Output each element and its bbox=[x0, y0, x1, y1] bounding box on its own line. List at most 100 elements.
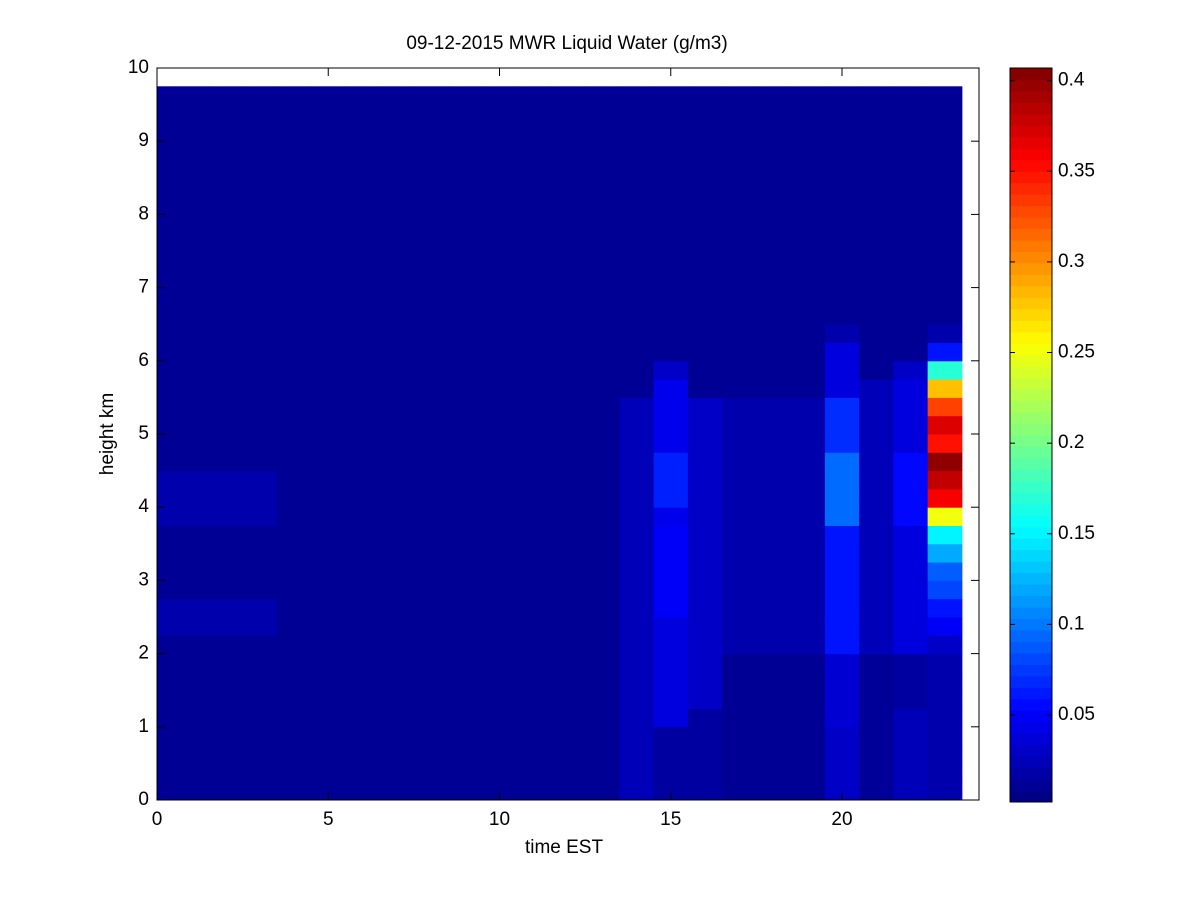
heatmap-cell bbox=[687, 452, 723, 472]
heatmap-cell bbox=[242, 726, 278, 746]
heatmap-cell bbox=[687, 635, 723, 655]
heatmap-cell bbox=[722, 653, 757, 673]
heatmap-cell bbox=[379, 653, 415, 673]
heatmap-cell bbox=[859, 763, 894, 783]
heatmap-cell bbox=[516, 653, 552, 673]
heatmap-cell bbox=[756, 635, 792, 655]
heatmap-cell bbox=[756, 379, 792, 398]
heatmap-cell bbox=[174, 342, 209, 362]
heatmap-cell bbox=[893, 653, 929, 673]
heatmap-cell bbox=[379, 781, 415, 801]
heatmap-cell bbox=[756, 580, 792, 600]
colorbar-swatch bbox=[1010, 629, 1052, 642]
heatmap-cell bbox=[174, 708, 209, 728]
heatmap-cell bbox=[585, 580, 620, 600]
heatmap-cell bbox=[482, 360, 518, 380]
heatmap-cell bbox=[585, 342, 620, 362]
heatmap-cell bbox=[174, 324, 209, 343]
heatmap-cell bbox=[345, 452, 381, 472]
heatmap-cell bbox=[482, 617, 518, 636]
heatmap-cell bbox=[276, 562, 312, 581]
heatmap-cell bbox=[550, 708, 586, 728]
heatmap-cell bbox=[687, 415, 723, 435]
heatmap-cell bbox=[893, 690, 929, 709]
heatmap-cell bbox=[653, 726, 689, 746]
colorbar-tick-label: 0.2 bbox=[1058, 432, 1084, 453]
heatmap-cell bbox=[448, 635, 483, 655]
y-tick-label: 1 bbox=[138, 716, 149, 737]
heatmap-cell bbox=[653, 470, 689, 490]
heatmap-cell bbox=[619, 726, 655, 746]
heatmap-cell bbox=[790, 488, 826, 508]
heatmap-cell bbox=[379, 397, 415, 417]
heatmap-cell bbox=[379, 415, 415, 435]
heatmap-cell bbox=[242, 488, 278, 508]
heatmap-cell bbox=[242, 434, 278, 453]
heatmap-cell bbox=[585, 562, 620, 581]
heatmap-cell bbox=[550, 488, 586, 508]
heatmap-cell bbox=[482, 434, 518, 453]
heatmap-cell bbox=[824, 360, 860, 380]
heatmap-cell bbox=[893, 525, 929, 545]
heatmap-cell bbox=[482, 86, 518, 325]
heatmap-cell bbox=[653, 562, 689, 581]
colorbar-frame bbox=[1009, 67, 1053, 803]
colorbar-swatch bbox=[1010, 113, 1052, 126]
heatmap-cell bbox=[448, 562, 483, 581]
heatmap-cell bbox=[482, 543, 518, 563]
heatmap-cell bbox=[276, 488, 312, 508]
heatmap-cell bbox=[448, 342, 483, 362]
heatmap-cell bbox=[893, 543, 929, 563]
heatmap-cell bbox=[687, 580, 723, 600]
heatmap-cell bbox=[345, 781, 381, 801]
heatmap-cell bbox=[242, 763, 278, 783]
heatmap-cell bbox=[242, 562, 278, 581]
heatmap-cell bbox=[208, 86, 244, 325]
heatmap-cell bbox=[824, 562, 860, 581]
heatmap-cell bbox=[859, 507, 894, 526]
heatmap-cell bbox=[311, 86, 346, 325]
heatmap-cell bbox=[379, 543, 415, 563]
heatmap-cell bbox=[790, 360, 826, 380]
x-tick-label: 20 bbox=[831, 809, 852, 830]
colorbar-tick-label: 0.05 bbox=[1058, 704, 1095, 725]
heatmap-cell bbox=[722, 745, 757, 764]
heatmap-cell bbox=[516, 635, 552, 655]
heatmap-cell bbox=[276, 507, 312, 526]
heatmap-cell bbox=[516, 397, 552, 417]
heatmap-cell bbox=[927, 434, 963, 453]
heatmap-cell bbox=[790, 671, 826, 691]
heatmap-cell bbox=[157, 324, 175, 343]
colorbar-swatch bbox=[1010, 641, 1052, 654]
heatmap-cell bbox=[448, 726, 483, 746]
heatmap-cell bbox=[653, 671, 689, 691]
heatmap-cell bbox=[157, 342, 175, 362]
heatmap-cell bbox=[722, 726, 757, 746]
heatmap-cell bbox=[722, 525, 757, 545]
heatmap-cell bbox=[482, 507, 518, 526]
colorbar-swatch bbox=[1010, 538, 1052, 551]
heatmap-cell bbox=[174, 488, 209, 508]
heatmap-cell bbox=[756, 671, 792, 691]
heatmap-cell bbox=[585, 763, 620, 783]
heatmap-cell bbox=[208, 781, 244, 801]
heatmap-cell bbox=[550, 763, 586, 783]
heatmap-cell bbox=[722, 543, 757, 563]
heatmap-cell bbox=[893, 415, 929, 435]
heatmap-cell bbox=[208, 342, 244, 362]
heatmap-cell bbox=[311, 781, 346, 801]
heatmap-cell bbox=[311, 415, 346, 435]
heatmap-cell bbox=[619, 434, 655, 453]
heatmap-cell bbox=[722, 635, 757, 655]
heatmap-cell bbox=[311, 397, 346, 417]
heatmap-cell bbox=[345, 360, 381, 380]
heatmap-cell bbox=[893, 781, 929, 801]
heatmap-cell bbox=[413, 434, 449, 453]
heatmap-cell bbox=[482, 415, 518, 435]
heatmap-cell bbox=[653, 507, 689, 526]
heatmap-cell bbox=[276, 379, 312, 398]
heatmap-cell bbox=[448, 397, 483, 417]
heatmap-cell bbox=[893, 360, 929, 380]
heatmap-cell bbox=[722, 360, 757, 380]
